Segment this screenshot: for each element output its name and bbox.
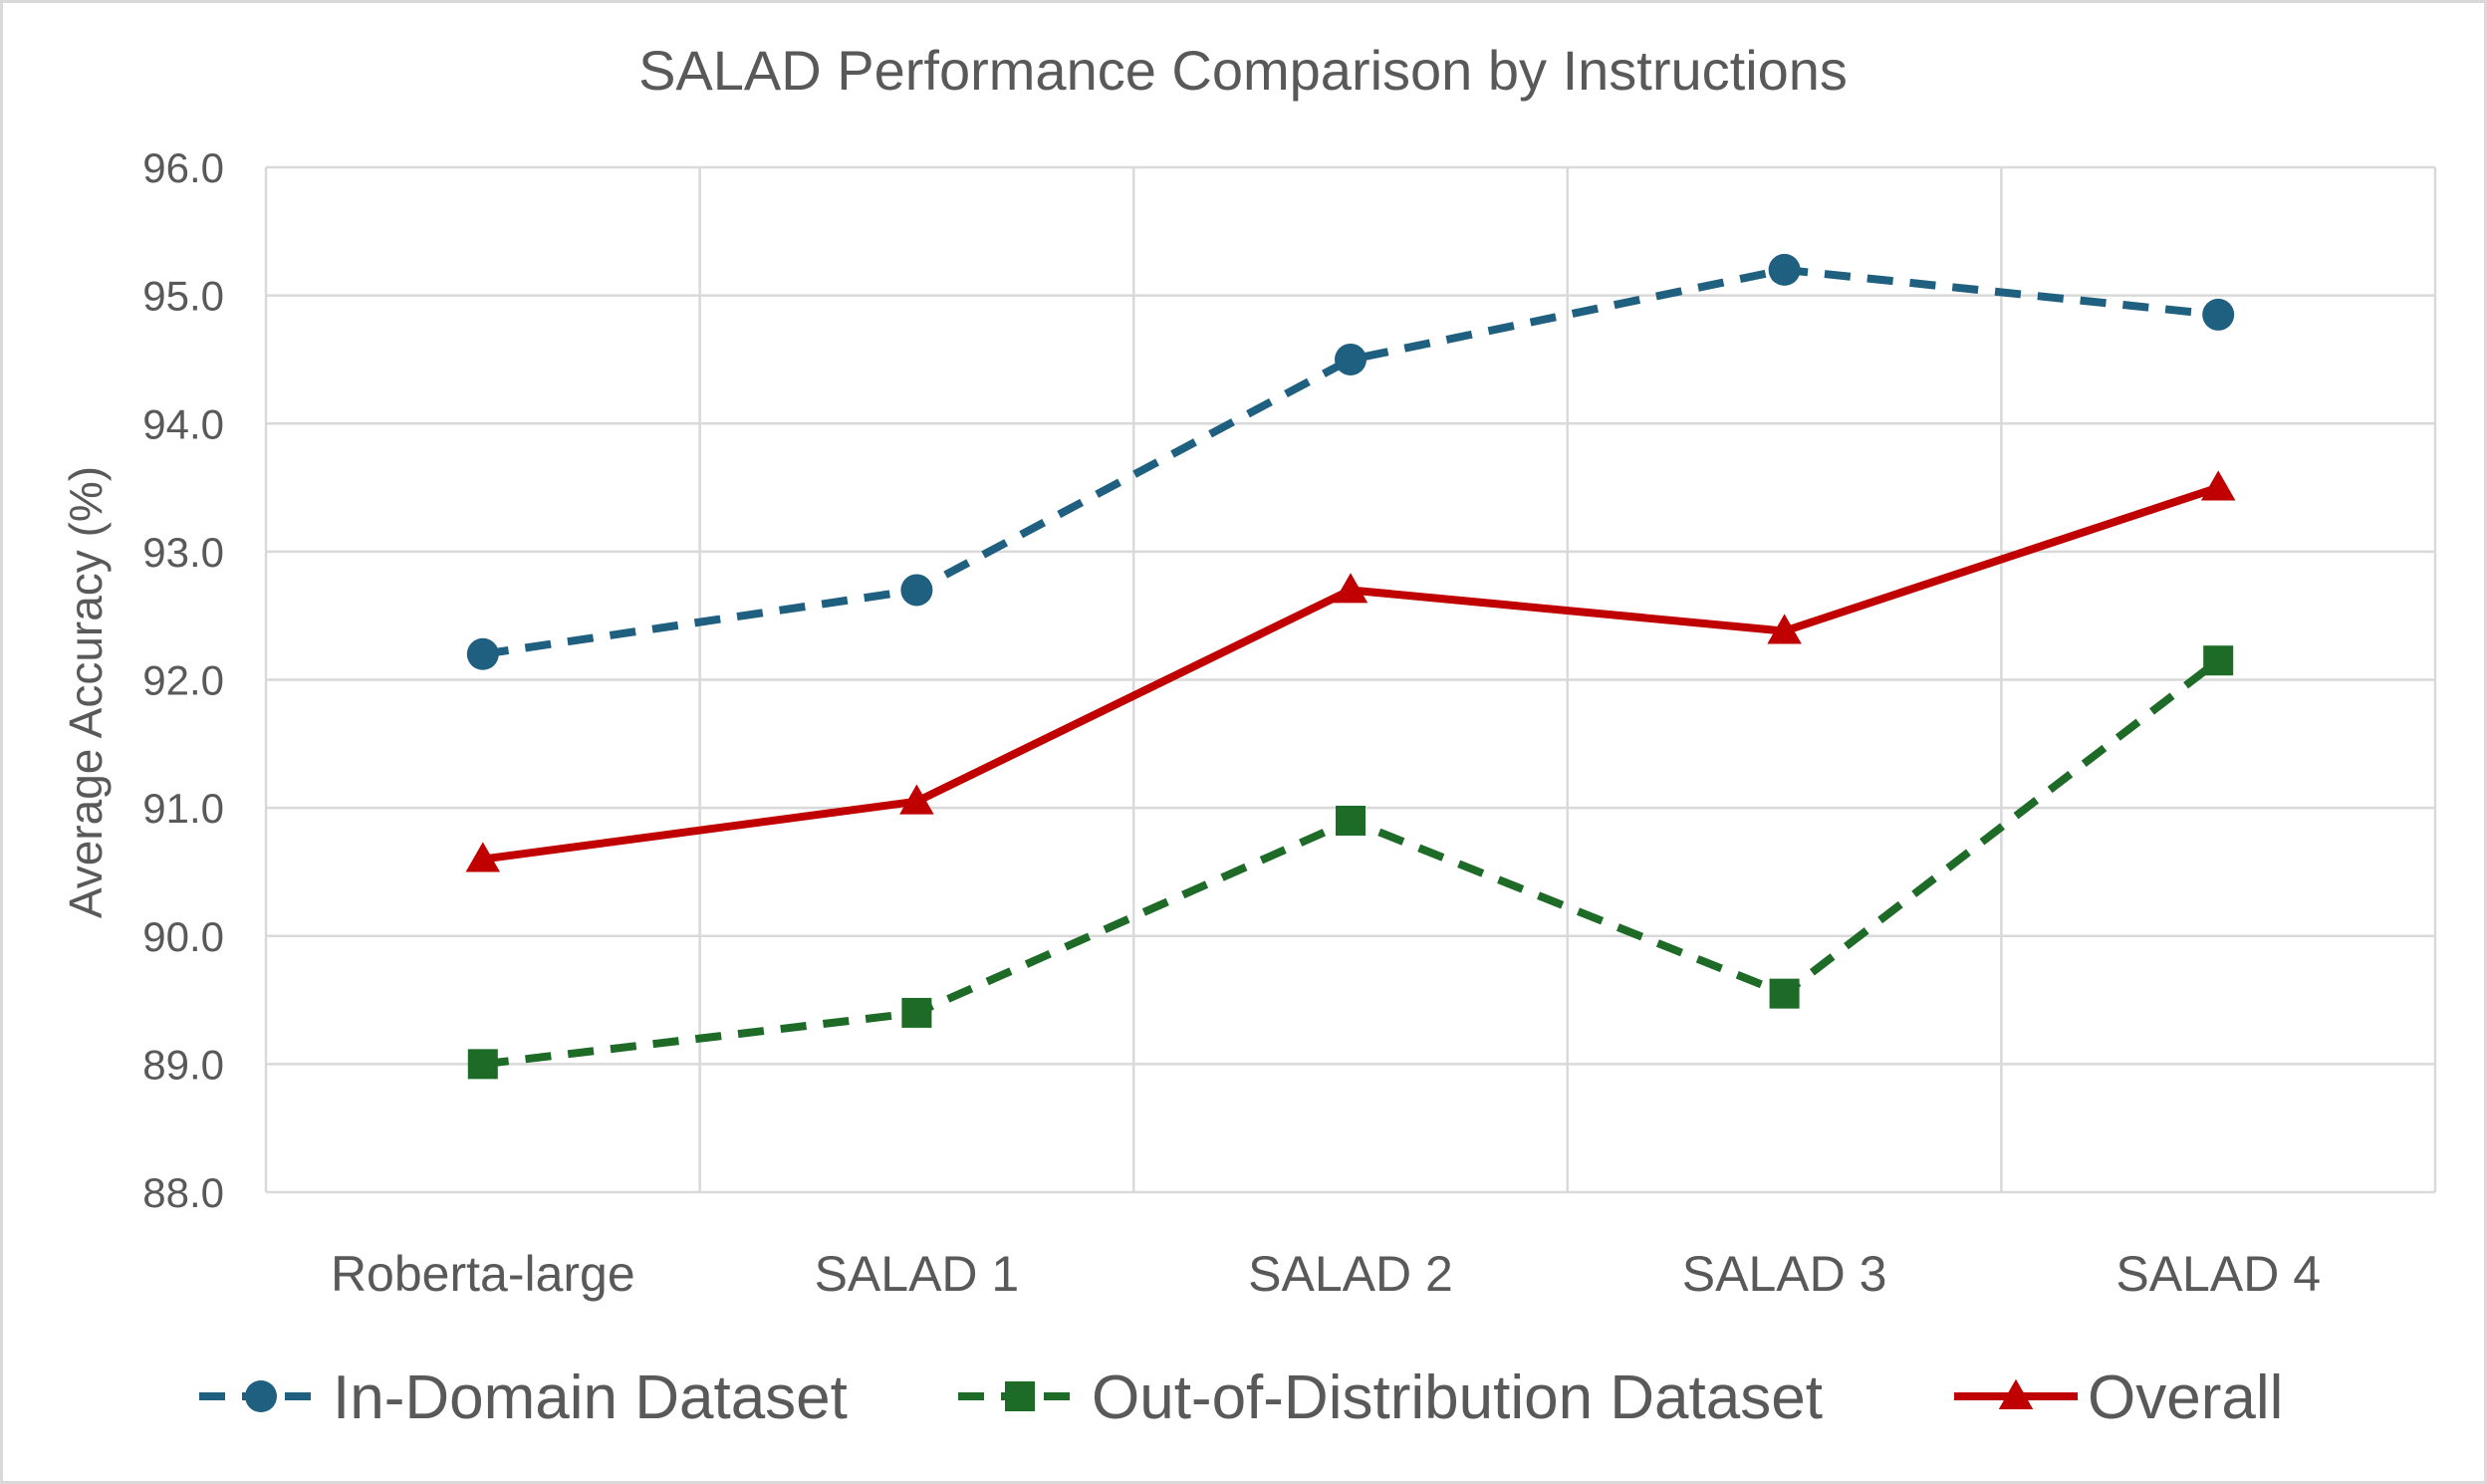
y-tick-label: 88.0 <box>142 1169 224 1216</box>
y-tick-label: 89.0 <box>142 1041 224 1088</box>
data-point <box>467 1049 498 1080</box>
legend-item-0: In-Domain Dataset <box>199 1363 848 1432</box>
data-point <box>2200 470 2236 501</box>
series-layer <box>465 253 2236 1080</box>
y-tick-label: 91.0 <box>142 785 224 832</box>
chart-title: SALAD Performance Comparison by Instruct… <box>638 39 1848 102</box>
data-point <box>2203 645 2234 676</box>
data-point <box>1769 978 1800 1009</box>
data-point <box>2202 298 2235 331</box>
x-tick-label: SALAD 1 <box>815 1246 1020 1302</box>
y-tick-label: 95.0 <box>142 273 224 320</box>
data-point <box>1768 253 1801 286</box>
data-point <box>901 997 932 1028</box>
series-line <box>482 265 2219 658</box>
legend-item-1: Out-of-Distribution Dataset <box>958 1363 1823 1432</box>
data-point <box>1336 805 1366 836</box>
legend: In-Domain Dataset Out-of-Distribution Dat… <box>199 1363 2283 1432</box>
y-tick-label: 93.0 <box>142 529 224 576</box>
data-point <box>466 637 499 670</box>
y-tick-label: 90.0 <box>142 913 224 960</box>
y-tick-label: 96.0 <box>142 144 224 191</box>
data-point <box>899 784 934 815</box>
data-point <box>465 842 501 872</box>
x-axis-ticks: Roberta-large SALAD 1 SALAD 2 SALAD 3 SALAD … <box>331 1246 2321 1302</box>
series-1 <box>467 645 2234 1080</box>
series-2 <box>465 470 2236 872</box>
legend-item-2: Overall <box>1954 1363 2283 1432</box>
legend-marker <box>245 1380 277 1412</box>
data-point <box>1767 614 1802 644</box>
y-axis-ticks: 88.0 89.0 90.0 91.0 92.0 93.0 94.0 95.0 96.0 <box>142 144 224 1216</box>
legend-label: In-Domain Dataset <box>333 1363 848 1432</box>
x-tick-label: SALAD 3 <box>1682 1246 1887 1302</box>
x-tick-label: SALAD 4 <box>2115 1246 2321 1302</box>
grid-lines <box>264 165 2437 1194</box>
y-axis-label: Average Accuracy (%) <box>60 466 112 918</box>
legend-marker <box>1005 1381 1035 1411</box>
data-point <box>1335 343 1367 375</box>
series-0 <box>466 253 2235 670</box>
y-tick-label: 94.0 <box>142 400 224 447</box>
legend-label: Out-of-Distribution Dataset <box>1092 1363 1823 1432</box>
data-point <box>1333 573 1368 604</box>
x-tick-label: SALAD 2 <box>1248 1246 1453 1302</box>
legend-marker <box>1998 1378 2034 1409</box>
data-point <box>900 574 933 607</box>
legend-label: Overall <box>2088 1363 2283 1432</box>
y-tick-label: 92.0 <box>142 657 224 704</box>
x-tick-label: Roberta-large <box>331 1246 635 1302</box>
